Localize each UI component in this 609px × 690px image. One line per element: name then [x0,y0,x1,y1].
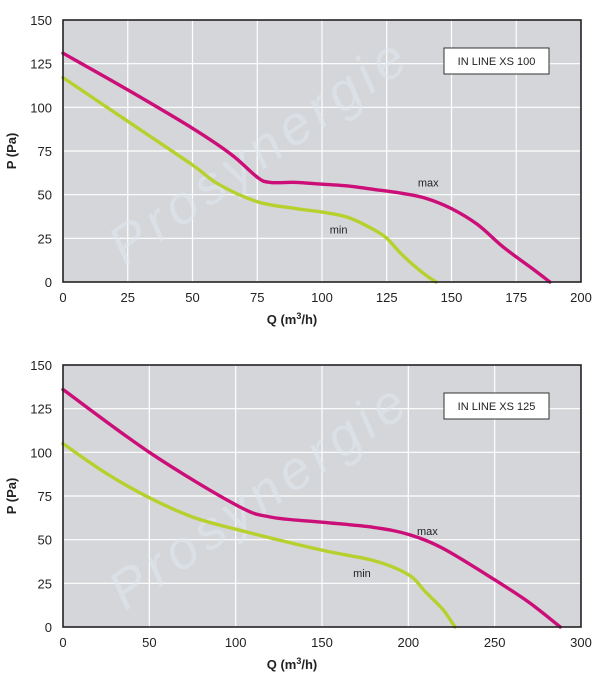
x-tick-label: 100 [225,635,247,650]
plot-frame [62,364,582,628]
y-axis-title: P (Pa) [4,133,19,170]
series-line-min [61,441,457,629]
x-tick-label: 50 [185,290,199,305]
series-label-min: min [353,568,371,580]
legend-box [443,47,550,75]
y-tick-label: 25 [38,231,52,246]
y-tick-label: 0 [45,620,52,635]
x-tick-label: 100 [311,290,333,305]
x-axis-title: Q (m3/h) [267,656,318,672]
legend-label: IN LINE XS 125 [458,401,536,413]
y-tick-label: 0 [45,275,52,290]
x-axis-title-superscript: 3 [296,311,301,321]
y-tick-label: 100 [30,445,52,460]
series-label-max: max [417,526,438,538]
legend-box [443,392,550,420]
y-axis-title: P (Pa) [4,478,19,515]
y-tick-label: 25 [38,576,52,591]
series-line-max [61,387,562,629]
y-tick-label: 75 [38,144,52,159]
x-tick-label: 150 [311,635,333,650]
x-tick-label: 150 [441,290,463,305]
y-tick-label: 150 [30,13,52,28]
y-tick-label: 75 [38,489,52,504]
x-tick-label: 200 [570,290,592,305]
x-tick-label: 50 [142,635,156,650]
y-tick-label: 50 [38,533,52,548]
x-axis-title: Q (m3/h) [267,311,318,327]
x-tick-label: 200 [397,635,419,650]
y-tick-label: 100 [30,100,52,115]
x-tick-label: 0 [59,635,66,650]
x-axis-title-part: Q (m [267,312,297,327]
x-axis-title-part: /h) [301,312,317,327]
series-label-max: max [418,177,439,189]
series-label-min: min [330,225,348,237]
x-tick-label: 300 [570,635,592,650]
x-axis-title-part: Q (m [267,657,297,672]
x-tick-label: 125 [376,290,398,305]
x-axis-title-part: /h) [301,657,317,672]
y-tick-label: 125 [30,402,52,417]
series-line-max [61,51,552,284]
x-tick-label: 175 [505,290,527,305]
legend-label: IN LINE XS 100 [458,56,536,68]
x-axis-title-superscript: 3 [296,656,301,666]
y-tick-label: 50 [38,188,52,203]
x-tick-label: 75 [250,290,264,305]
series-line-min [61,75,438,284]
plot-frame [62,19,582,283]
y-tick-label: 125 [30,57,52,72]
x-tick-label: 250 [484,635,506,650]
y-tick-label: 150 [30,358,52,373]
x-tick-label: 0 [59,290,66,305]
x-tick-label: 25 [121,290,135,305]
